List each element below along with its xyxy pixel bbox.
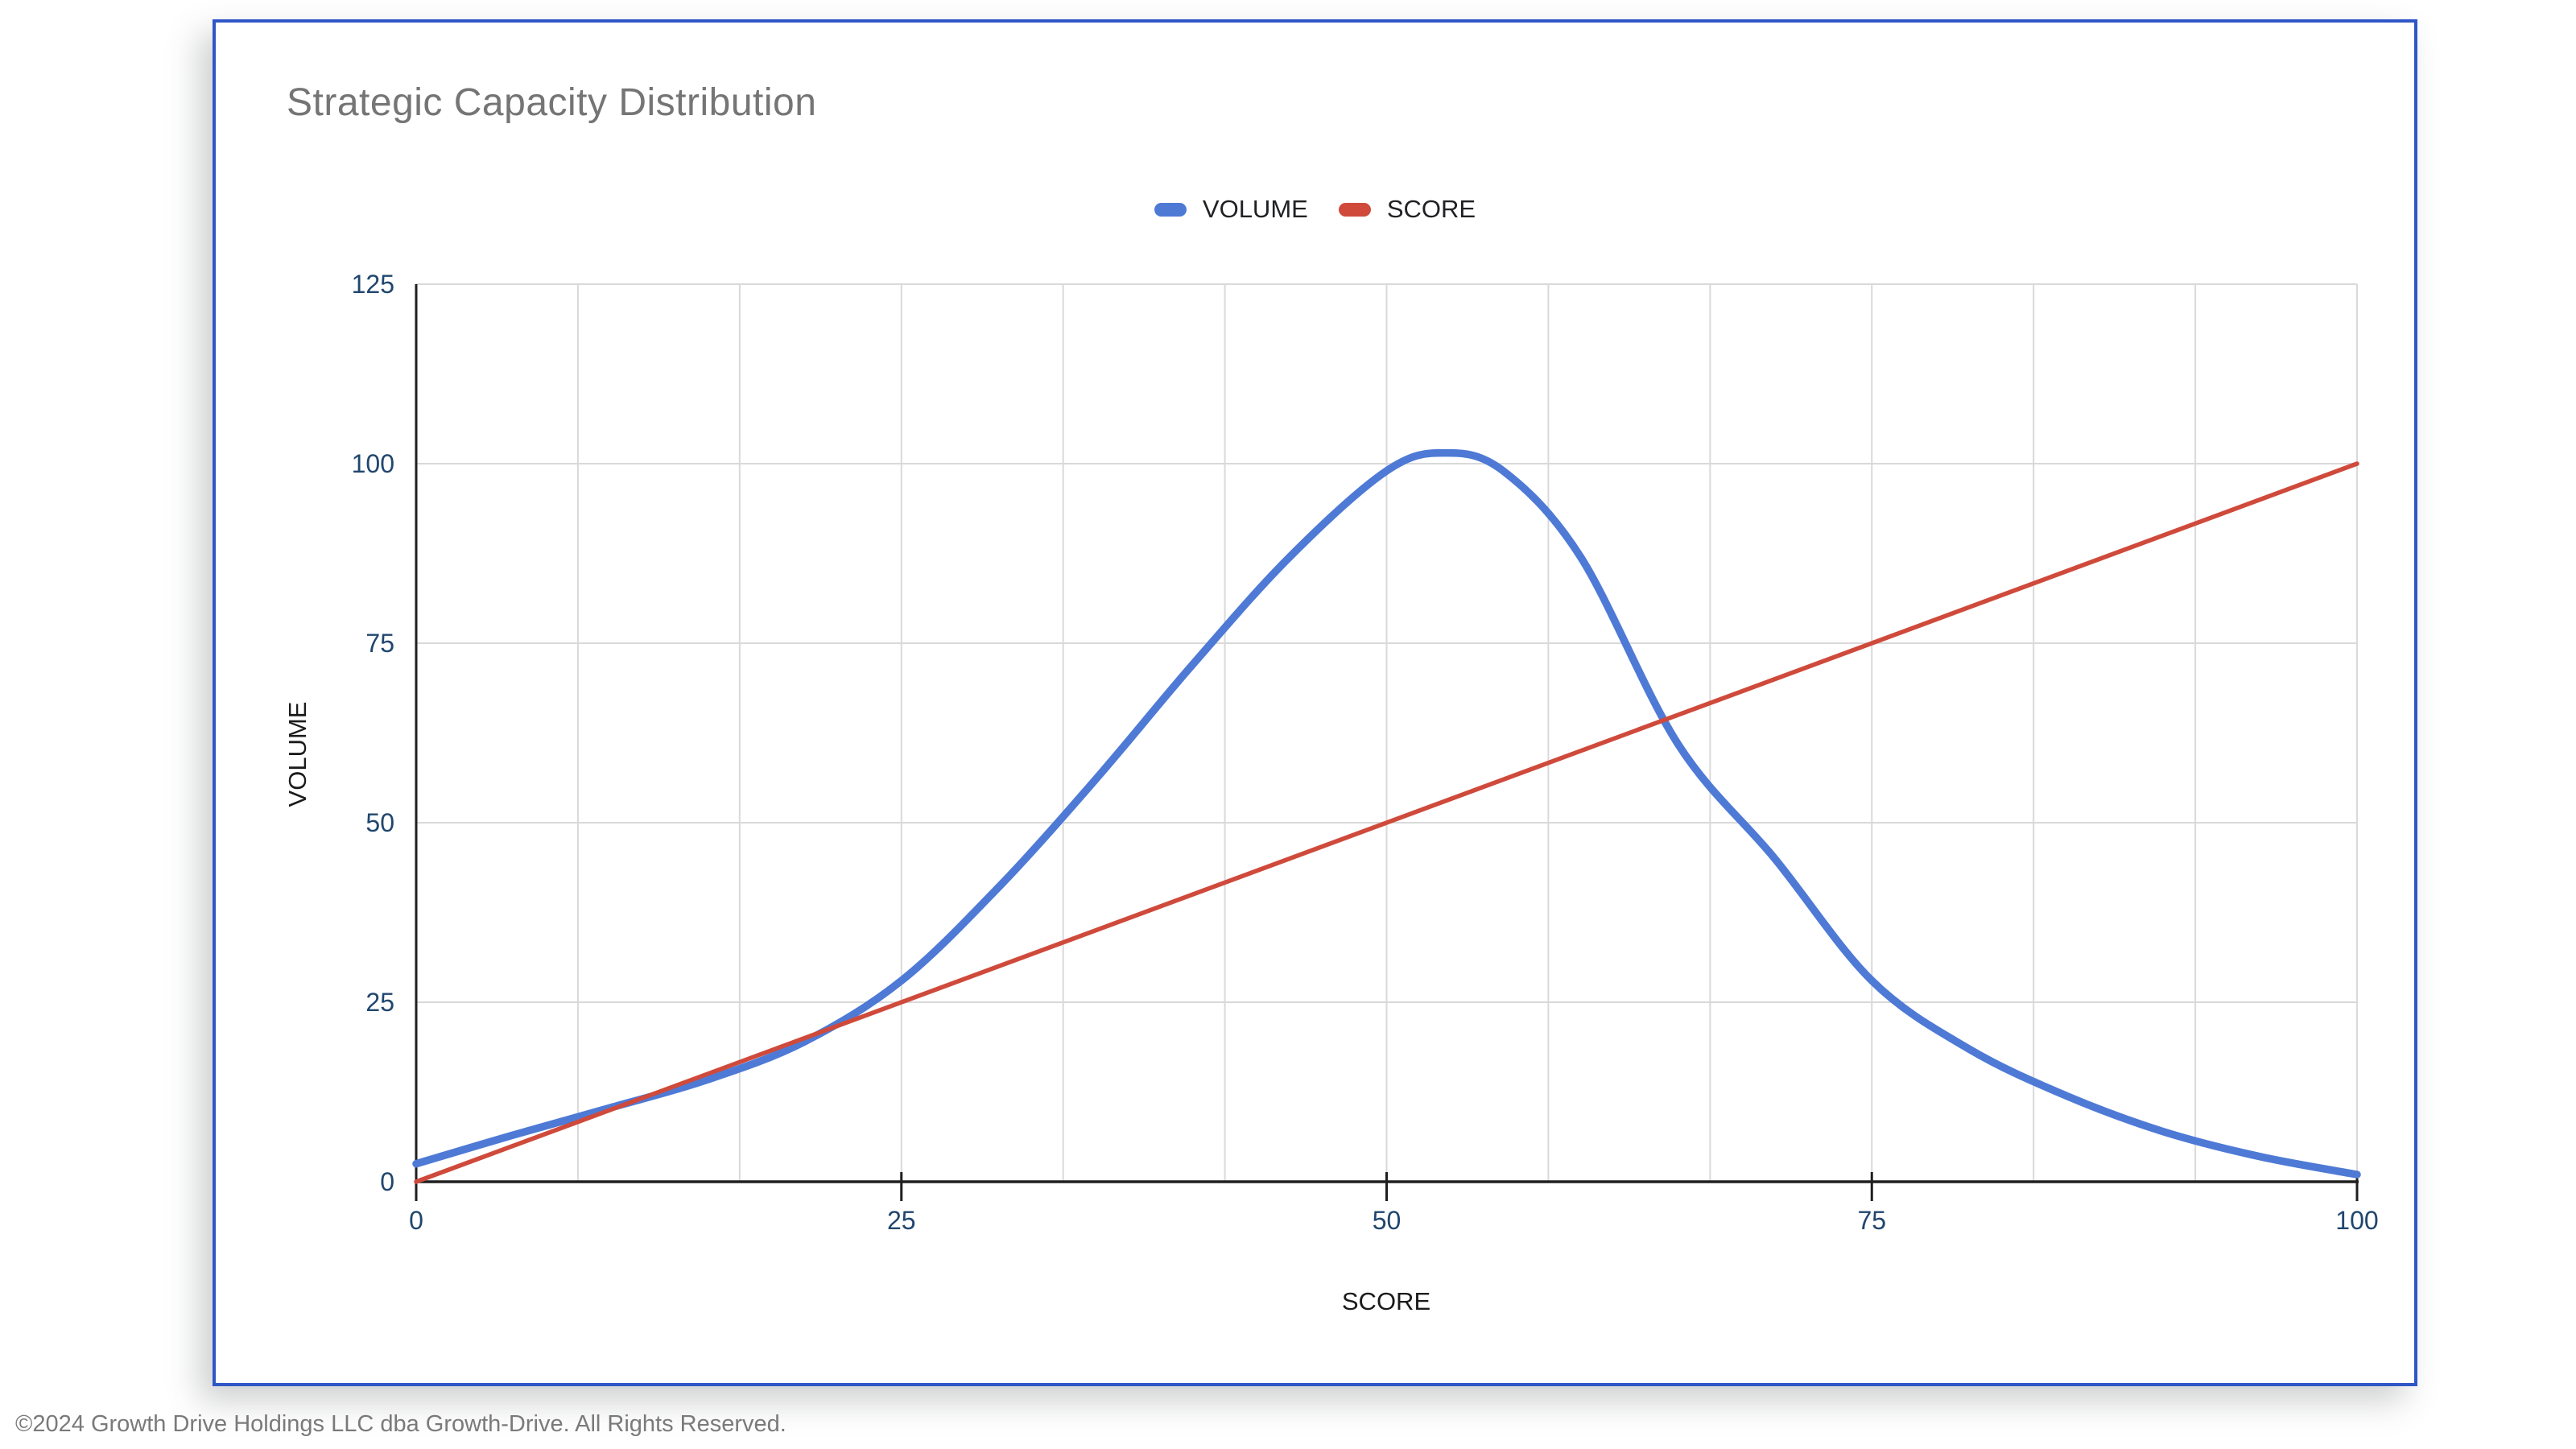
x-tick-label: 100 [2335,1206,2379,1235]
legend-label: VOLUME [1202,195,1308,223]
x-tick-label: 0 [409,1206,423,1235]
y-tick-label: 75 [365,629,394,658]
y-tick-label: 0 [380,1167,394,1196]
y-tick-label: 125 [351,270,394,299]
legend-item-score: SCORE [1338,195,1476,224]
legend-label: SCORE [1386,195,1476,223]
copyright-text: ©2024 Growth Drive Holdings LLC dba Grow… [15,1411,786,1437]
y-tick-label: 100 [351,449,394,478]
chart-legend: VOLUME SCORE [216,195,2414,224]
y-axis-title: VOLUME [283,701,312,807]
x-axis-title: SCORE [1341,1287,1431,1315]
x-tick-label: 75 [1857,1206,1887,1235]
x-tick-label: 50 [1372,1206,1402,1235]
y-tick-label: 25 [365,988,394,1017]
legend-swatch-volume [1154,202,1187,217]
x-tick-label: 25 [886,1206,916,1235]
legend-swatch-score [1338,202,1371,217]
y-tick-label: 50 [365,808,394,837]
chart-card [213,19,2417,1386]
chart-title: Strategic Capacity Distribution [287,81,817,124]
legend-item-volume: VOLUME [1154,195,1308,224]
